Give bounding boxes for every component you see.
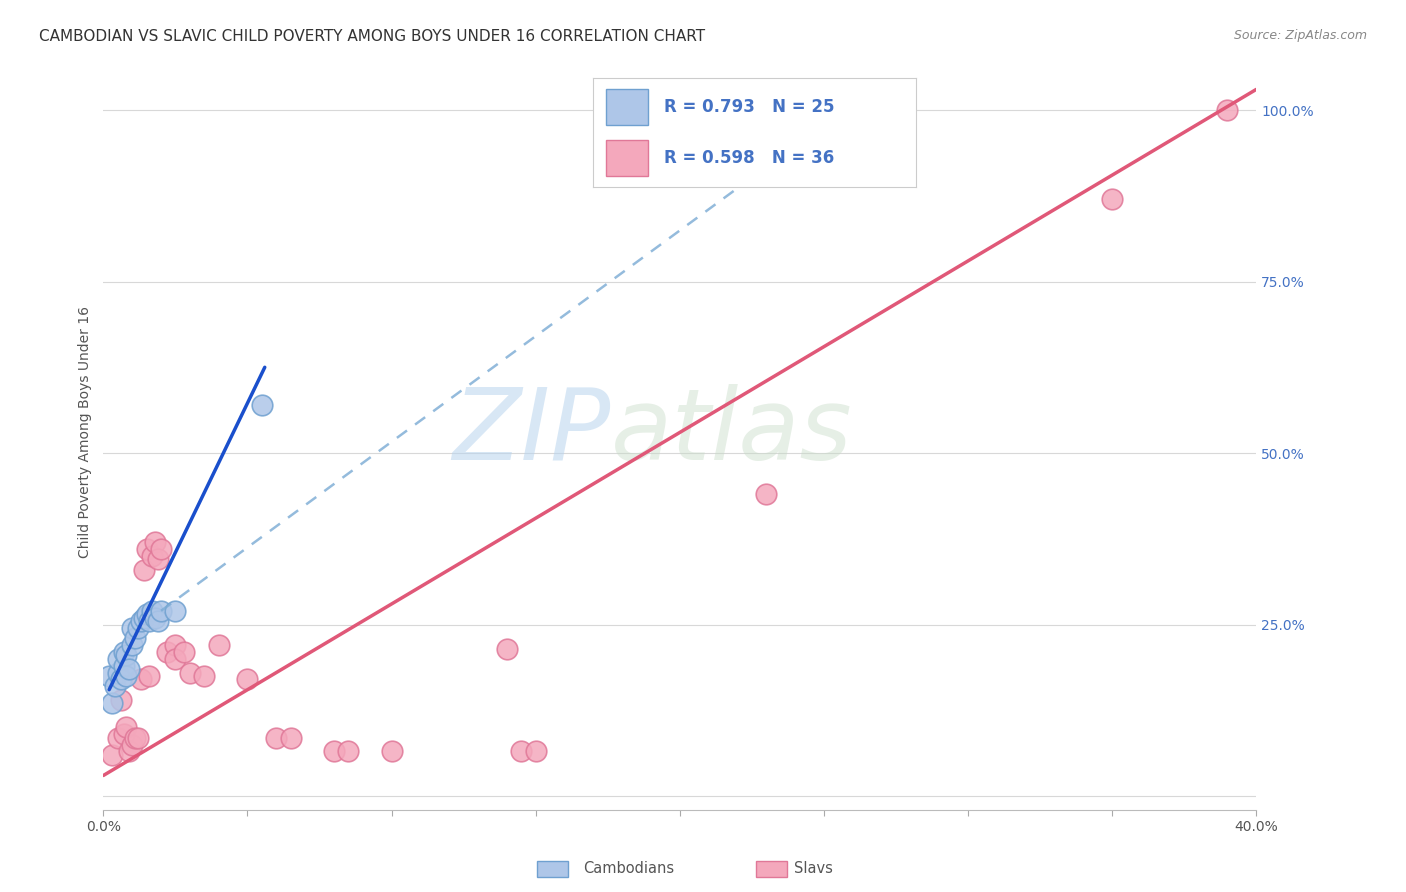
Point: [141, 549, 163, 563]
Point: [112, 727, 135, 741]
Point: [143, 610, 166, 624]
Point: [1101, 192, 1123, 206]
Point: [132, 563, 155, 577]
Point: [266, 731, 288, 745]
Point: [510, 744, 533, 758]
Point: [112, 658, 135, 673]
Point: [129, 673, 152, 687]
Point: [98, 669, 121, 683]
Point: [146, 614, 169, 628]
Point: [127, 621, 149, 635]
Point: [156, 645, 179, 659]
Point: [146, 552, 169, 566]
Point: [250, 398, 273, 412]
Point: [524, 744, 547, 758]
Point: [115, 669, 138, 683]
Point: [110, 673, 132, 687]
Point: [101, 747, 124, 762]
Text: atlas: atlas: [610, 384, 852, 481]
Point: [107, 665, 129, 680]
Point: [236, 673, 259, 687]
Point: [101, 697, 124, 711]
Point: [135, 607, 157, 622]
Point: [115, 721, 138, 735]
Point: [150, 604, 173, 618]
Point: [121, 738, 143, 752]
Point: [150, 542, 173, 557]
Point: [107, 652, 129, 666]
Point: [127, 731, 149, 745]
Point: [381, 744, 404, 758]
Point: [124, 632, 146, 646]
Point: [173, 645, 195, 659]
Point: [112, 645, 135, 659]
Point: [141, 604, 163, 618]
Point: [138, 614, 160, 628]
Point: [110, 693, 132, 707]
Point: [755, 487, 778, 501]
Point: [337, 744, 360, 758]
Point: [208, 638, 231, 652]
Point: [104, 679, 127, 693]
Point: [165, 638, 187, 652]
Text: Source: ZipAtlas.com: Source: ZipAtlas.com: [1233, 29, 1367, 42]
Text: ZIP: ZIP: [453, 384, 610, 481]
Y-axis label: Child Poverty Among Boys Under 16: Child Poverty Among Boys Under 16: [79, 307, 93, 558]
Text: Cambodians: Cambodians: [583, 862, 675, 876]
Point: [115, 648, 138, 663]
Text: Slavs: Slavs: [794, 862, 834, 876]
Point: [193, 669, 215, 683]
Text: CAMBODIAN VS SLAVIC CHILD POVERTY AMONG BOYS UNDER 16 CORRELATION CHART: CAMBODIAN VS SLAVIC CHILD POVERTY AMONG …: [39, 29, 706, 44]
Point: [129, 614, 152, 628]
Point: [495, 641, 517, 656]
Point: [132, 610, 155, 624]
Point: [107, 731, 129, 745]
Point: [121, 638, 143, 652]
Point: [124, 731, 146, 745]
Point: [165, 604, 187, 618]
Point: [323, 744, 346, 758]
Point: [118, 662, 141, 676]
Point: [138, 669, 160, 683]
Point: [280, 731, 302, 745]
Point: [143, 535, 166, 549]
Point: [118, 744, 141, 758]
Point: [121, 621, 143, 635]
Point: [135, 542, 157, 557]
Point: [1216, 103, 1239, 117]
Point: [165, 652, 187, 666]
Point: [179, 665, 201, 680]
